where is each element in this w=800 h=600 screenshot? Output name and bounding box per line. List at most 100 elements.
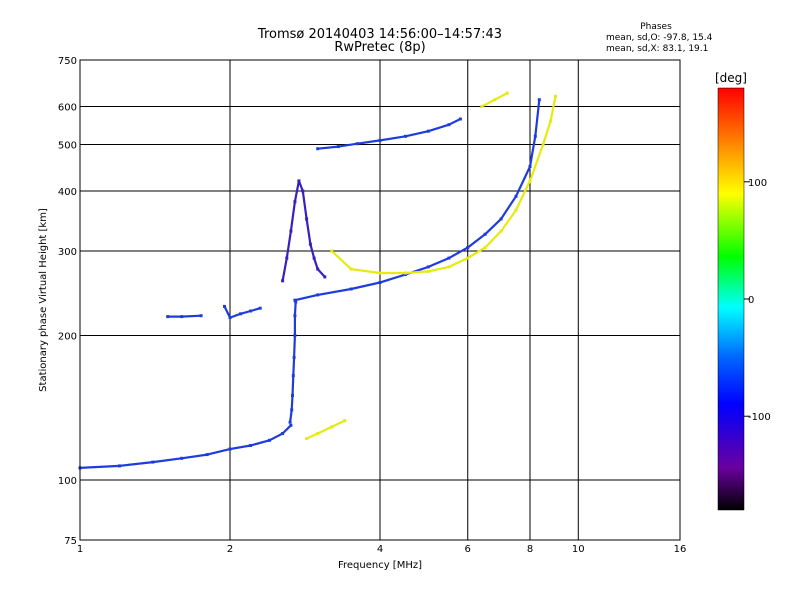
y-tick-label: 750: [58, 56, 77, 67]
point-O-cusp: [301, 189, 305, 193]
point-O: [223, 304, 226, 308]
colorbar-tick-label: 0: [748, 295, 754, 306]
point-X: [541, 143, 545, 146]
grid-lines: [80, 60, 680, 540]
y-tick-label: 300: [58, 247, 77, 258]
legend-line-x: mean, sd,X: 83.1, 19.1: [606, 44, 709, 54]
point-X: [378, 271, 382, 275]
trace-O-3: [316, 117, 462, 150]
point-O: [293, 298, 297, 302]
y-tick-labels: 75 100 200 300 400 500 600 750: [58, 56, 77, 547]
point-O: [378, 281, 382, 284]
point-O: [290, 408, 294, 412]
point-O-cusp: [316, 267, 320, 271]
point-O: [336, 145, 340, 149]
legend-title: Phases: [640, 22, 672, 32]
x-tick-label: 6: [465, 544, 471, 555]
x-tick-label: 2: [227, 544, 233, 555]
x-tick-label: 10: [572, 544, 585, 555]
point-X: [426, 269, 430, 273]
point-O-cusp: [312, 256, 316, 260]
phase-stats-legend: Phases mean, sd,O: -97.8, 15.4 mean, sd,…: [606, 22, 712, 55]
point-O: [426, 129, 430, 133]
point-O-cusp: [293, 200, 297, 204]
y-tick-label: 400: [58, 187, 77, 198]
point-O: [499, 217, 503, 221]
point-O: [514, 194, 518, 198]
point-O: [292, 356, 296, 359]
point-O: [228, 447, 232, 451]
point-O: [294, 300, 298, 304]
point-O: [249, 309, 253, 313]
point-O: [316, 147, 320, 151]
point-X: [549, 119, 553, 123]
point-O: [293, 334, 297, 337]
trace-X-1: [305, 419, 346, 440]
point-O: [291, 394, 294, 397]
point-O: [458, 117, 462, 121]
colorbar: [717, 87, 745, 511]
point-O-cusp: [297, 179, 301, 183]
point-O-cusp: [305, 217, 309, 221]
point-O: [447, 123, 451, 127]
point-O: [205, 453, 209, 457]
plot-frame: [79, 59, 681, 541]
point-O: [528, 165, 532, 168]
point-O: [268, 438, 271, 442]
colorbar-tick-labels: 100 0 -100: [744, 178, 771, 423]
point-X: [330, 249, 334, 253]
point-X: [330, 425, 334, 429]
y-tick-label: 600: [58, 103, 77, 114]
point-O: [483, 232, 487, 236]
x-tick-labels: 1 2 4 6 8 10 16: [77, 544, 687, 555]
point-O: [533, 134, 537, 138]
point-O: [404, 134, 407, 138]
point-O: [180, 315, 184, 319]
point-O: [289, 423, 293, 427]
x-axis-label: Frequency [MHz]: [338, 560, 422, 571]
point-O: [180, 456, 184, 460]
point-O: [466, 246, 470, 250]
colorbar-label: [deg]: [715, 71, 747, 85]
point-O: [166, 315, 170, 319]
point-X: [480, 105, 484, 108]
point-O-cusp: [308, 242, 312, 246]
y-tick-label: 100: [58, 476, 77, 487]
point-O: [537, 98, 541, 102]
trace-O-0: [78, 424, 292, 469]
point-X: [305, 437, 309, 441]
point-X: [447, 265, 451, 269]
trace-O-4: [166, 314, 203, 318]
point-X: [514, 208, 518, 212]
point-X: [466, 256, 470, 260]
point-O-cusp: [323, 275, 327, 279]
point-O: [199, 314, 203, 318]
point-X: [554, 94, 557, 98]
chart-title: Tromsø 20140403 14:56:00–14:57:43: [257, 27, 503, 42]
trace-O-2: [293, 98, 541, 302]
point-O: [349, 287, 353, 291]
point-O: [258, 306, 262, 310]
point-X: [404, 271, 407, 275]
point-O-cusp: [285, 256, 289, 260]
chart-subtitle: RwPretec (8p): [334, 40, 426, 55]
point-O: [228, 316, 232, 320]
colorbar-tick-label: -100: [748, 412, 771, 423]
point-X: [505, 91, 509, 95]
trace-X-0: [330, 95, 557, 275]
point-O: [293, 314, 297, 318]
point-O: [151, 460, 155, 464]
trace-O-1: [289, 300, 297, 424]
trace-O-cusp-0: [281, 179, 326, 282]
point-X: [349, 267, 353, 271]
point-O-cusp: [289, 229, 293, 233]
x-tick-label: 16: [674, 544, 687, 555]
point-O: [288, 420, 292, 424]
x-tick-label: 4: [377, 544, 383, 555]
point-X: [493, 98, 497, 102]
data-points: [78, 91, 557, 470]
point-O: [447, 256, 451, 260]
point-X: [528, 179, 532, 183]
x-tick-label: 1: [77, 544, 83, 555]
